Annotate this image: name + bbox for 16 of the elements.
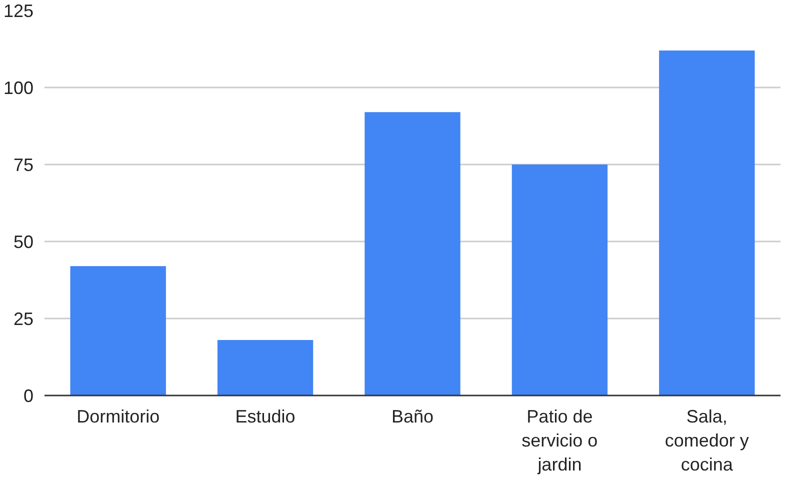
bar	[512, 164, 608, 396]
x-tick-label: Baño	[391, 406, 434, 426]
bar	[217, 340, 314, 396]
y-tick-label: 75	[13, 155, 34, 175]
x-tick-label: Dormitorio	[76, 406, 160, 426]
bar	[364, 112, 460, 396]
bar	[659, 50, 755, 396]
y-tick-label: 50	[13, 232, 34, 252]
y-tick-label: 100	[3, 78, 34, 98]
bar	[70, 266, 166, 396]
x-tick-label: Patio de servicio o jardin	[522, 406, 598, 474]
x-tick-label: Sala, comedor y cocina	[664, 406, 749, 474]
y-tick-label: 25	[13, 309, 34, 329]
y-tick-label: 125	[3, 1, 34, 21]
x-tick-label: Estudio	[235, 406, 296, 426]
y-tick-label: 0	[23, 386, 34, 406]
